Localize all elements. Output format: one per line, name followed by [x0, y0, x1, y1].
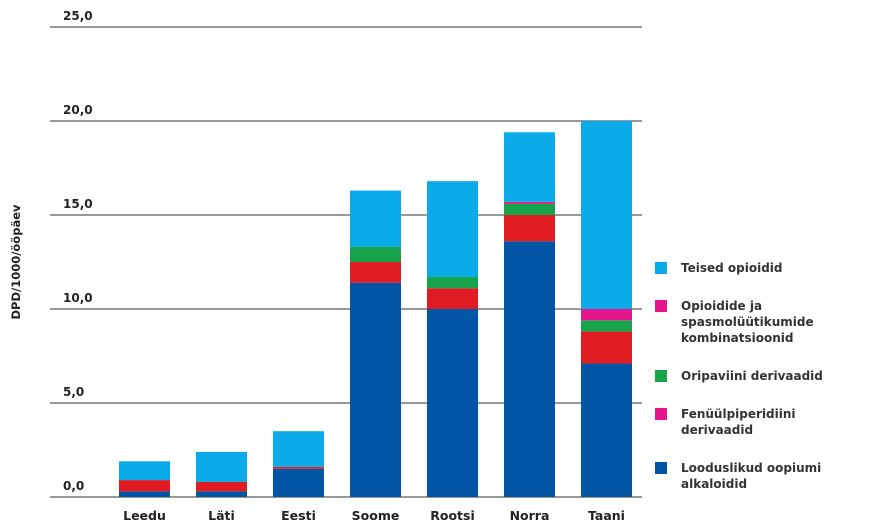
- bar-segment: [196, 451, 247, 482]
- y-tick-label: 10,0: [63, 291, 93, 305]
- x-tick-label: Taani: [588, 508, 625, 523]
- bar-segment: [581, 331, 632, 364]
- y-tick-label: 20,0: [63, 103, 93, 117]
- bar-segment: [350, 282, 401, 497]
- bar-segment: [196, 481, 247, 492]
- legend-swatch: [655, 300, 667, 312]
- legend-swatch: [655, 370, 667, 382]
- bar-segment: [427, 288, 478, 309]
- legend-swatch: [655, 408, 667, 420]
- x-tick-label: Läti: [208, 508, 235, 523]
- bar-segment: [273, 431, 324, 467]
- legend-label: Opioidide ja: [681, 299, 762, 313]
- legend: Teised opioidid Opioidide ja spasmolüütiku…: [655, 261, 823, 491]
- bar-segment: [119, 480, 170, 492]
- legend-label: derivaadid: [681, 423, 753, 437]
- bar-segment: [119, 461, 170, 481]
- x-tick-label: Eesti: [281, 508, 316, 523]
- bar-segment: [273, 466, 324, 469]
- bar-segment: [427, 277, 478, 289]
- y-tick-label: 5,0: [63, 385, 84, 399]
- bar-segment: [504, 203, 555, 215]
- legend-swatch: [655, 262, 667, 274]
- y-tick-label: 15,0: [63, 197, 93, 211]
- bar-segment: [196, 491, 247, 497]
- bars: [119, 121, 632, 497]
- bar-segment: [504, 215, 555, 242]
- bar-segment: [581, 320, 632, 332]
- bar-segment: [427, 309, 478, 497]
- x-tick-label: Norra: [510, 508, 550, 523]
- bar-segment: [350, 262, 401, 283]
- legend-label: alkaloidid: [681, 477, 747, 491]
- axes: 0,0 5,0 10,0 15,0 20,0 25,0 Leedu Läti Eesti Soom…: [63, 9, 625, 523]
- x-tick-label: Rootsi: [430, 508, 475, 523]
- bar-segment: [350, 190, 401, 247]
- x-tick-label: Soome: [352, 508, 400, 523]
- bar-segment: [581, 121, 632, 309]
- bar-segment: [504, 201, 555, 204]
- bar-segment: [427, 181, 478, 278]
- y-tick-label: 0,0: [63, 479, 84, 493]
- legend-swatch: [655, 462, 667, 474]
- legend-label: spasmolüütikumide: [681, 315, 814, 329]
- legend-label: Teised opioidid: [681, 261, 783, 275]
- bar-segment: [273, 468, 324, 497]
- bar-segment: [504, 241, 555, 497]
- y-axis-label: DPD/1000/ööpäev: [9, 204, 23, 320]
- legend-label: Fenüülpiperidiini: [681, 407, 796, 421]
- y-tick-label: 25,0: [63, 9, 93, 23]
- bar-segment: [581, 363, 632, 497]
- legend-label: kombinatsioonid: [681, 331, 793, 345]
- x-tick-label: Leedu: [123, 508, 166, 523]
- bar-segment: [119, 491, 170, 497]
- legend-label: Looduslikud oopiumi: [681, 461, 821, 475]
- bar-segment: [504, 132, 555, 202]
- bar-segment: [350, 246, 401, 262]
- legend-label: Oripaviini derivaadid: [681, 369, 823, 383]
- bar-segment: [581, 309, 632, 321]
